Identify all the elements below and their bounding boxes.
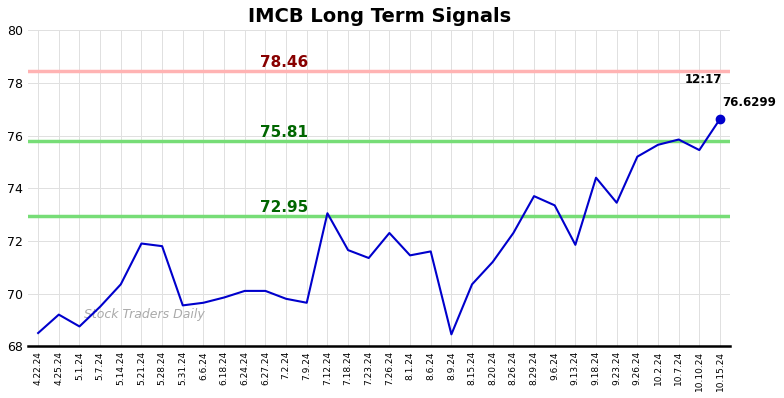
Title: IMCB Long Term Signals: IMCB Long Term Signals <box>248 7 510 26</box>
Text: 78.46: 78.46 <box>260 55 308 70</box>
Text: 76.6299: 76.6299 <box>722 96 776 109</box>
Text: 72.95: 72.95 <box>260 201 308 215</box>
Text: Stock Traders Daily: Stock Traders Daily <box>84 308 205 321</box>
Text: 75.81: 75.81 <box>260 125 308 140</box>
Text: 12:17: 12:17 <box>684 74 722 86</box>
